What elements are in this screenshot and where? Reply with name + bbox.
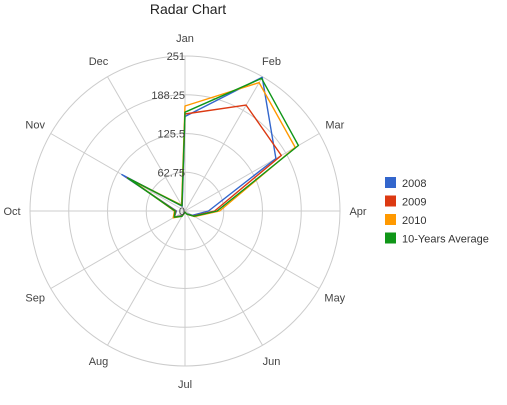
legend-swatch [385, 232, 396, 244]
category-label: May [324, 293, 345, 305]
category-label: Sep [25, 293, 45, 305]
category-axis-labels: Jan Feb Mar Apr May Jun Jul Aug Sep Oct Nov Dec [3, 33, 366, 391]
grid-spoke [184, 210, 263, 346]
category-label: Apr [349, 206, 366, 218]
legend-swatch [385, 195, 396, 207]
category-label: Dec [89, 56, 109, 68]
grid-spoke [184, 210, 320, 289]
legend-entry: 2009 [402, 197, 426, 209]
tick-label: 125.5 [157, 129, 185, 141]
grid-spoke [184, 76, 263, 212]
category-label: Aug [89, 356, 109, 368]
chart-title: Radar Chart [150, 1, 226, 17]
grid-spoke [50, 210, 186, 289]
tick-label: 62.75 [157, 167, 185, 179]
category-label: Oct [3, 206, 20, 218]
legend-swatch [385, 214, 396, 225]
series-line-10-years-average [127, 77, 300, 218]
legend-entry: 2010 [402, 215, 426, 227]
grid-spoke [107, 210, 186, 346]
category-label: Nov [25, 120, 45, 132]
category-label: Jul [178, 379, 192, 391]
category-label: Feb [262, 56, 281, 68]
category-label: Jan [176, 33, 194, 45]
tick-label: 188.25 [151, 90, 185, 102]
radar-series [121, 76, 300, 219]
legend-swatch [385, 177, 396, 188]
legend-entry: 10-Years Average [402, 234, 489, 246]
legend: 2008 2009 2010 10-Years Average [385, 177, 489, 246]
tick-label: 0 [179, 206, 185, 218]
tick-label: 251 [167, 51, 185, 63]
radial-tick-labels: 0 62.75 125.5 188.25 251 [151, 51, 185, 218]
category-label: Jun [263, 356, 281, 368]
grid-spoke [184, 133, 320, 212]
grid-spoke [107, 76, 186, 212]
radar-grid [29, 55, 341, 367]
legend-entry: 2008 [402, 178, 426, 190]
series-line-2008 [121, 76, 277, 218]
category-label: Mar [325, 120, 344, 132]
grid-spoke [50, 133, 186, 212]
